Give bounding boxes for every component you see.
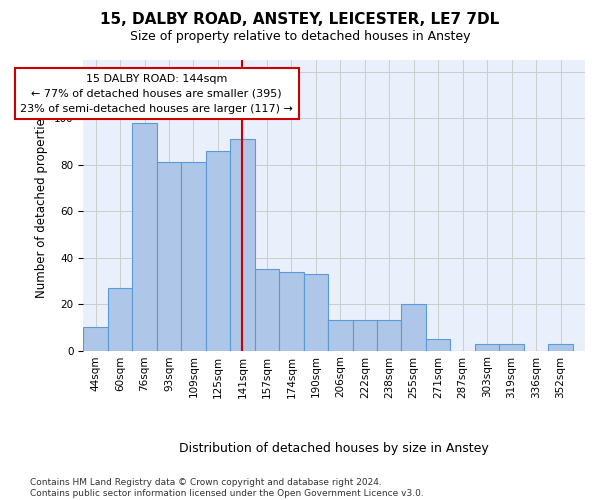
Bar [353, 320, 377, 350]
Bar [328, 320, 353, 350]
Bar [206, 150, 230, 350]
Text: 15, DALBY ROAD, ANSTEY, LEICESTER, LE7 7DL: 15, DALBY ROAD, ANSTEY, LEICESTER, LE7 7… [100, 12, 500, 28]
Bar [377, 320, 401, 350]
Bar [499, 344, 524, 350]
Bar [254, 269, 279, 350]
Text: Contains HM Land Registry data © Crown copyright and database right 2024.
Contai: Contains HM Land Registry data © Crown c… [30, 478, 424, 498]
Bar [157, 162, 181, 350]
Bar [230, 139, 254, 350]
Bar [426, 339, 451, 350]
Bar [401, 304, 426, 350]
Bar [475, 344, 499, 350]
Y-axis label: Number of detached properties: Number of detached properties [35, 112, 49, 298]
Text: 15 DALBY ROAD: 144sqm
← 77% of detached houses are smaller (395)
23% of semi-det: 15 DALBY ROAD: 144sqm ← 77% of detached … [20, 74, 293, 114]
Bar [181, 162, 206, 350]
Bar [304, 274, 328, 350]
Bar [108, 288, 133, 350]
Bar [279, 272, 304, 350]
Bar [83, 328, 108, 350]
Text: Size of property relative to detached houses in Anstey: Size of property relative to detached ho… [130, 30, 470, 43]
Bar [133, 123, 157, 350]
X-axis label: Distribution of detached houses by size in Anstey: Distribution of detached houses by size … [179, 442, 489, 455]
Bar [548, 344, 573, 350]
